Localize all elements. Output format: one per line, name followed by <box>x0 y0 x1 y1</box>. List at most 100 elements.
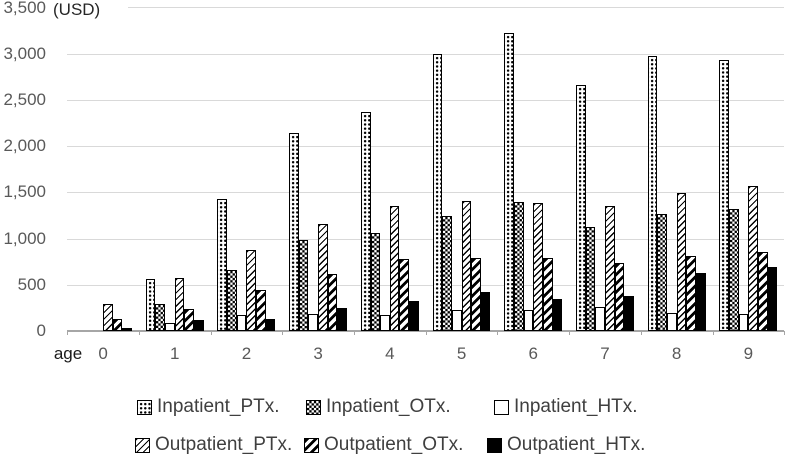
gridline <box>67 284 784 286</box>
bar-group <box>289 133 348 331</box>
x-axis-title: age <box>53 344 83 363</box>
x-axis-tick <box>138 331 140 335</box>
x-axis-tick <box>497 331 499 335</box>
x-axis-tick <box>569 331 571 335</box>
bar-group <box>575 85 634 331</box>
bar-inpatient_htx <box>738 314 749 331</box>
bar-inpatient_htx <box>236 314 247 331</box>
bar-outpatient_ptx <box>461 200 472 331</box>
legend-item-outpatient_otx: Outpatient_OTx. <box>304 434 463 456</box>
bar-outpatient_otx <box>184 309 195 331</box>
bar-outpatient_otx <box>399 259 410 331</box>
y-tick-label: 1,000 <box>3 228 46 248</box>
x-axis-tick <box>640 331 642 335</box>
gridline <box>128 7 784 9</box>
bar-outpatient_htx <box>480 292 491 331</box>
bar-inpatient_ptx <box>719 60 729 331</box>
bar-group <box>74 303 132 331</box>
x-tick-label: 5 <box>456 344 467 363</box>
bar-inpatient_otx <box>370 232 381 331</box>
bar-group <box>719 60 778 331</box>
legend-swatch-dotted-grid <box>137 399 152 415</box>
bar-outpatient_otx <box>542 257 553 331</box>
legend-item-inpatient_ptx: Inpatient_PTx. <box>137 396 280 418</box>
y-tick-label: 3,000 <box>3 43 46 63</box>
bar-outpatient_otx <box>471 257 481 331</box>
legend-label: Inpatient_OTx. <box>326 396 451 417</box>
bar-inpatient_htx <box>595 307 605 331</box>
bar-inpatient_otx <box>657 214 667 331</box>
legend-swatch-hatch-light <box>135 437 150 453</box>
x-tick-label: 9 <box>743 344 754 363</box>
y-tick-label: 0 <box>36 321 46 340</box>
legend-item-outpatient_htx: Outpatient_HTx. <box>487 434 645 456</box>
bar-group <box>217 198 276 331</box>
bar-inpatient_ptx <box>647 56 658 331</box>
bar-group <box>504 33 563 331</box>
y-tick-label: 500 <box>17 274 46 294</box>
bar-group <box>432 53 491 331</box>
bar-outpatient_htx <box>624 295 634 331</box>
y-tick-label: 2,000 <box>3 136 46 155</box>
bar-outpatient_htx <box>409 300 419 331</box>
bar-inpatient_htx <box>165 323 175 331</box>
bar-outpatient_htx <box>194 320 204 331</box>
bar-group <box>360 111 419 331</box>
x-axis-tick <box>712 331 714 335</box>
gridline <box>67 192 784 194</box>
x-tick-label: 6 <box>528 344 538 363</box>
gridline <box>67 53 784 55</box>
legend-item-inpatient_htx: Inpatient_HTx. <box>494 396 638 418</box>
y-tick-label: 2,500 <box>3 89 46 109</box>
x-tick-label: 3 <box>313 344 323 363</box>
bar-inpatient_ptx <box>504 33 514 331</box>
x-axis-tick <box>282 331 284 335</box>
x-axis-tick <box>354 331 355 335</box>
bar-inpatient_otx <box>155 303 166 331</box>
legend-swatch-white <box>494 399 509 415</box>
bar-outpatient_otx <box>614 262 625 331</box>
bar-inpatient_ptx <box>289 133 299 331</box>
legend-item-outpatient_ptx: Outpatient_PTx. <box>135 434 292 456</box>
bar-inpatient_ptx <box>432 53 443 331</box>
x-tick-label: 7 <box>600 344 610 363</box>
bar-inpatient_otx <box>513 202 524 331</box>
bar-inpatient_htx <box>380 315 390 331</box>
bar-outpatient_ptx <box>174 277 185 331</box>
bar-inpatient_otx <box>585 227 596 331</box>
bar-outpatient_ptx <box>389 205 400 331</box>
unit-label: (USD) <box>53 0 101 19</box>
bar-inpatient_otx <box>729 209 739 331</box>
bar-outpatient_ptx <box>533 203 543 331</box>
gridline <box>67 146 784 147</box>
x-axis-tick <box>67 331 69 335</box>
legend-label: Outpatient_PTx. <box>155 434 293 455</box>
legend-swatch-solid-black <box>487 437 502 453</box>
bar-outpatient_ptx <box>748 185 758 331</box>
bar-outpatient_htx <box>122 328 132 331</box>
bar-inpatient_htx <box>666 313 677 331</box>
bar-inpatient_otx <box>442 216 452 331</box>
bar-outpatient_htx <box>552 298 563 331</box>
bar-inpatient_htx <box>308 313 319 331</box>
bar-outpatient_otx <box>686 255 696 331</box>
y-tick-label: 1,500 <box>3 182 46 202</box>
bar-outpatient_ptx <box>318 223 328 331</box>
bar-outpatient_ptx <box>604 206 615 331</box>
legend-swatch-checker <box>306 399 321 415</box>
bar-outpatient_ptx <box>103 303 113 331</box>
x-axis-line <box>67 330 784 332</box>
x-axis-tick <box>210 331 212 335</box>
x-axis-tick <box>425 331 427 335</box>
y-tick-label: 3,500 <box>3 0 46 17</box>
bar-outpatient_htx <box>337 307 348 331</box>
bar-outpatient_htx <box>695 272 706 331</box>
bar-inpatient_ptx <box>217 198 228 331</box>
x-axis-tick <box>784 331 786 335</box>
x-tick-label: 0 <box>98 344 108 363</box>
bar-inpatient_htx <box>451 309 462 331</box>
bar-inpatient_otx <box>227 270 237 331</box>
bar-outpatient_ptx <box>676 193 687 331</box>
legend-label: Inpatient_PTx. <box>157 396 280 417</box>
